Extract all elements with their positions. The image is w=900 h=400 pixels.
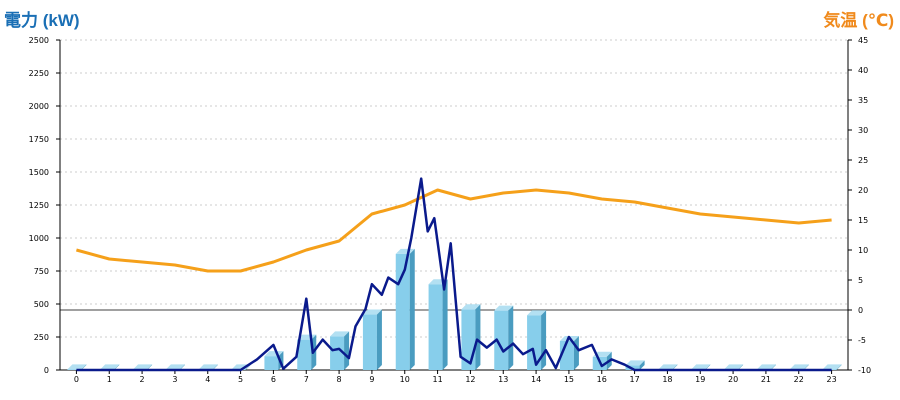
left-tick-label: 0 bbox=[44, 366, 49, 375]
power-bar bbox=[264, 356, 279, 370]
power-bar-side bbox=[81, 364, 87, 370]
x-tick-label: 0 bbox=[74, 375, 79, 384]
x-tick-label: 13 bbox=[498, 375, 508, 384]
right-tick-label: -10 bbox=[858, 366, 871, 375]
left-axis-title: 電力 (kW) bbox=[4, 11, 80, 30]
power-bar-top bbox=[756, 364, 776, 370]
right-tick-label: 25 bbox=[858, 156, 868, 165]
power-bar-side bbox=[672, 364, 678, 370]
temperature-line bbox=[76, 188, 832, 273]
power-bar bbox=[494, 310, 509, 370]
power-bar-side bbox=[114, 364, 120, 370]
power-bar bbox=[297, 339, 312, 370]
power-bar-side bbox=[179, 364, 185, 370]
power-bar bbox=[428, 284, 443, 370]
x-tick-label: 18 bbox=[662, 375, 672, 384]
left-tick-label: 250 bbox=[34, 333, 49, 342]
x-tick-label: 12 bbox=[465, 375, 475, 384]
power-bar-side bbox=[508, 305, 514, 370]
right-tick-label: 20 bbox=[858, 186, 868, 195]
power-bar-top bbox=[198, 364, 218, 370]
power-bar-top bbox=[100, 364, 120, 370]
x-tick-label: 11 bbox=[432, 375, 442, 384]
x-tick-label: 23 bbox=[826, 375, 836, 384]
power-bar-top bbox=[362, 309, 382, 315]
power-bar-top bbox=[625, 360, 645, 366]
x-tick-label: 6 bbox=[271, 375, 276, 384]
x-tick-label: 1 bbox=[107, 375, 112, 384]
power-bar-top bbox=[724, 364, 744, 370]
power-bar-top bbox=[494, 305, 514, 311]
power-bar-side bbox=[212, 364, 218, 370]
power-bar-side bbox=[639, 360, 645, 370]
power-bar-top bbox=[822, 364, 842, 370]
x-tick-label: 2 bbox=[140, 375, 145, 384]
left-tick-label: 1750 bbox=[29, 135, 49, 144]
x-tick-label: 15 bbox=[564, 375, 574, 384]
power-bar-top bbox=[527, 310, 547, 316]
x-tick-label: 20 bbox=[728, 375, 738, 384]
x-tick-label: 8 bbox=[337, 375, 342, 384]
right-tick-label: 30 bbox=[858, 126, 868, 135]
power-bar-side bbox=[770, 364, 776, 370]
power-bar-side bbox=[475, 304, 481, 370]
x-tick-label: 19 bbox=[695, 375, 705, 384]
right-tick-label: 40 bbox=[858, 66, 868, 75]
power-bar bbox=[527, 315, 542, 370]
power-bar-side bbox=[409, 248, 415, 370]
x-tick-label: 9 bbox=[369, 375, 374, 384]
right-tick-label: 45 bbox=[858, 36, 868, 45]
x-tick-label: 7 bbox=[304, 375, 309, 384]
power-bar-top bbox=[133, 364, 153, 370]
left-tick-label: 1250 bbox=[29, 201, 49, 210]
x-tick-label: 17 bbox=[629, 375, 639, 384]
power-bar-side bbox=[705, 364, 711, 370]
x-tick-label: 21 bbox=[761, 375, 771, 384]
right-tick-label: 10 bbox=[858, 246, 868, 255]
power-bar-side bbox=[147, 364, 153, 370]
power-bar-top bbox=[658, 364, 678, 370]
power-line bbox=[76, 177, 832, 372]
power-bar-side bbox=[738, 364, 744, 370]
power-bar-side bbox=[836, 364, 842, 370]
right-tick-label: 5 bbox=[858, 276, 863, 285]
x-tick-label: 5 bbox=[238, 375, 243, 384]
right-tick-label: 35 bbox=[858, 96, 868, 105]
power-bar-top bbox=[461, 304, 481, 310]
left-tick-label: 500 bbox=[34, 300, 49, 309]
power-bar bbox=[362, 314, 377, 370]
power-bar bbox=[330, 336, 345, 370]
left-tick-label: 750 bbox=[34, 267, 49, 276]
right-tick-label: 15 bbox=[858, 216, 868, 225]
power-bar-side bbox=[376, 309, 382, 370]
power-bar-side bbox=[442, 279, 448, 370]
power-bar-side bbox=[344, 331, 350, 370]
power-bar-top bbox=[330, 331, 350, 337]
x-tick-label: 14 bbox=[531, 375, 541, 384]
x-tick-label: 4 bbox=[205, 375, 210, 384]
left-tick-label: 1500 bbox=[29, 168, 49, 177]
x-tick-label: 3 bbox=[172, 375, 177, 384]
right-tick-label: -5 bbox=[858, 336, 866, 345]
power-bar-side bbox=[803, 364, 809, 370]
power-bar-top bbox=[67, 364, 87, 370]
power-bar-side bbox=[541, 310, 547, 370]
x-tick-label: 16 bbox=[597, 375, 607, 384]
right-axis-title: 気温 (℃) bbox=[823, 11, 894, 30]
power-bar bbox=[67, 369, 82, 370]
power-bar-top bbox=[691, 364, 711, 370]
left-tick-label: 2250 bbox=[29, 69, 49, 78]
power-bar-top bbox=[789, 364, 809, 370]
x-tick-label: 10 bbox=[400, 375, 410, 384]
left-tick-label: 2500 bbox=[29, 36, 49, 45]
left-tick-label: 2000 bbox=[29, 102, 49, 111]
left-tick-label: 1000 bbox=[29, 234, 49, 243]
power-bar-top bbox=[165, 364, 185, 370]
x-tick-label: 22 bbox=[794, 375, 804, 384]
power-bar-side bbox=[573, 335, 579, 370]
right-tick-label: 0 bbox=[858, 306, 863, 315]
